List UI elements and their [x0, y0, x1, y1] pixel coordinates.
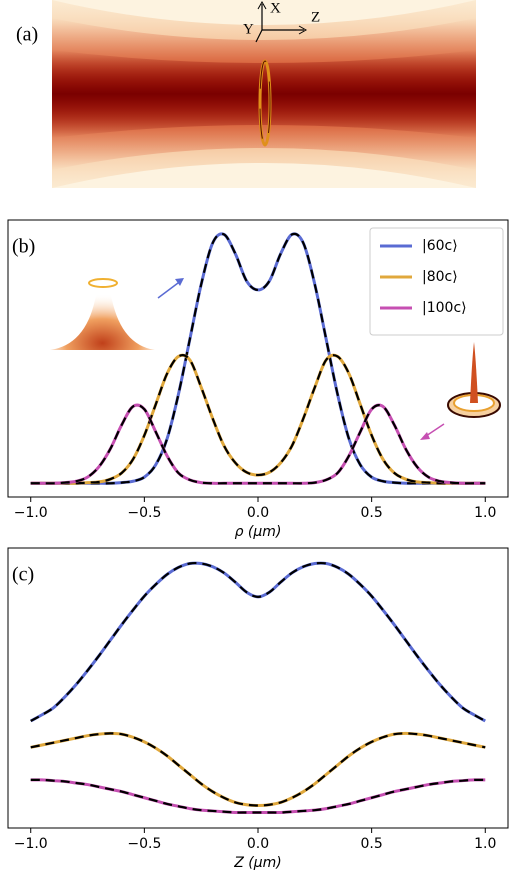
- beam-image: [52, 0, 476, 188]
- panel-label: (a): [16, 24, 38, 46]
- panel-label: (c): [12, 564, 34, 586]
- fit-line: [30, 354, 486, 485]
- axis-label-z: Z: [311, 9, 320, 25]
- legend-label: |100c⟩: [422, 300, 467, 316]
- line: [30, 561, 486, 723]
- x-tick-label: −1.0: [14, 505, 48, 521]
- line: [30, 403, 486, 485]
- axis-label-y: Y: [243, 21, 254, 37]
- x-tick-label: 0.0: [247, 836, 269, 852]
- plot-frame: [7, 547, 509, 829]
- fit-line: [30, 778, 486, 814]
- x-axis-label: Z (μm): [233, 855, 282, 871]
- fit-line: [30, 732, 486, 807]
- x-tick-label: 0.5: [361, 836, 383, 852]
- x-axis-label: ρ (μm): [235, 524, 282, 540]
- legend-label: |60c⟩: [422, 238, 458, 254]
- line: [30, 731, 486, 808]
- x-tick-label: −0.5: [127, 505, 161, 521]
- x-tick-label: −0.5: [127, 836, 161, 852]
- fit-line: [30, 232, 486, 485]
- inset-ring: [420, 342, 501, 440]
- x-tick-label: 0.5: [361, 505, 383, 521]
- x-tick-label: 0.0: [247, 505, 269, 521]
- x-tick-label: 1.0: [474, 505, 496, 521]
- fit-line: [30, 561, 486, 722]
- line: [30, 353, 486, 485]
- x-tick-label: 1.0: [474, 836, 496, 852]
- line: [30, 778, 486, 815]
- fit-line: [30, 403, 486, 485]
- panel-label: (b): [12, 236, 35, 258]
- x-tick-label: −1.0: [14, 836, 48, 852]
- axis-label-x: X: [270, 0, 281, 16]
- legend-label: |80c⟩: [422, 269, 458, 285]
- inset-mound: [50, 278, 184, 350]
